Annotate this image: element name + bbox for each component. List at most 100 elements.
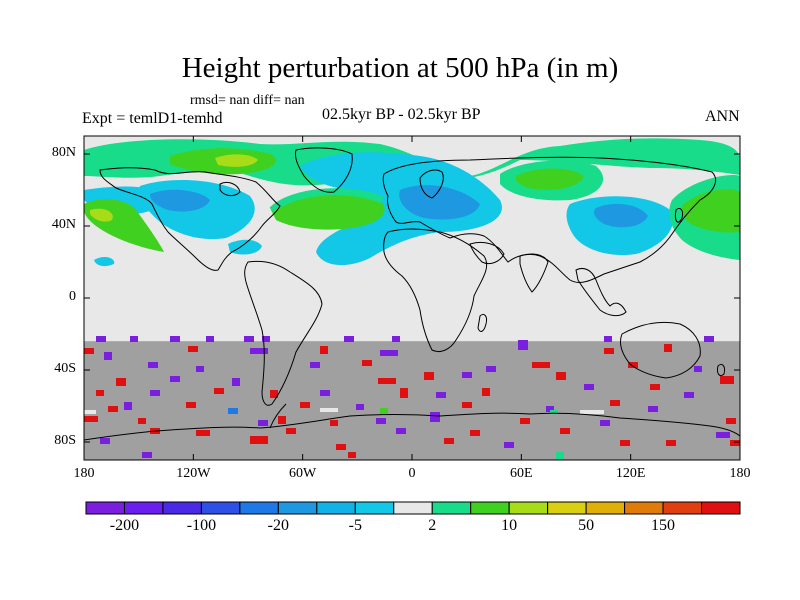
- noise-cell: [486, 366, 496, 372]
- noise-cell: [628, 362, 638, 368]
- noise-cell: [84, 416, 98, 422]
- colorbar-tick-label: 2: [428, 517, 437, 534]
- noise-cell: [150, 390, 160, 396]
- noise-cell: [470, 430, 480, 436]
- lon-tick-label: 120W: [176, 466, 211, 481]
- pacific-olive-core: [90, 208, 113, 222]
- noise-cell: [378, 378, 396, 384]
- colorbar-swatch: [354, 501, 395, 515]
- noise-cell: [560, 428, 570, 434]
- noise-cell: [96, 336, 106, 342]
- noise-cell: [320, 346, 328, 354]
- colorbar-swatch: [470, 501, 510, 515]
- coastline-japan: [675, 207, 683, 223]
- colorbar-tick-label: -20: [267, 517, 289, 534]
- noise-cell: [300, 402, 310, 408]
- noise-cell: [504, 442, 514, 448]
- colorbar-swatch: [393, 501, 433, 515]
- colorbar-swatch: [162, 501, 202, 515]
- north-pacific-positive-core: [681, 189, 740, 233]
- noise-cell: [650, 384, 660, 390]
- noise-cell: [262, 336, 270, 342]
- lat-tick-label: 40N: [51, 217, 76, 232]
- lon-tick-label: 180: [729, 466, 751, 481]
- noise-cell: [228, 408, 238, 414]
- noise-cell: [580, 410, 604, 414]
- noise-cell: [142, 452, 152, 458]
- noise-cell: [604, 348, 614, 354]
- noise-cell: [380, 408, 388, 414]
- coastline-southeast-asia: [575, 267, 627, 317]
- colorbar-tick-label: -100: [186, 517, 217, 534]
- noise-cell: [462, 372, 472, 378]
- colorbar-swatch: [585, 501, 626, 515]
- noise-cell: [356, 404, 364, 410]
- coastline-australia: [619, 321, 701, 379]
- noise-cell: [730, 440, 740, 446]
- colorbar-tick-label: 50: [578, 517, 595, 534]
- noise-cell: [104, 352, 112, 360]
- colorbar-swatch: [701, 501, 741, 515]
- noise-cell: [170, 376, 180, 382]
- noise-cell: [196, 430, 210, 436]
- coastline-new-zealand: [717, 363, 725, 377]
- colorbar-swatch: [277, 501, 318, 515]
- noise-cell: [462, 402, 472, 408]
- noise-cell: [584, 384, 594, 390]
- rmsd-diff-stats: rmsd= nan diff= nan: [190, 93, 305, 108]
- coastline-scandinavia: [419, 169, 444, 199]
- noise-cell: [604, 336, 612, 342]
- noise-cell: [330, 420, 338, 426]
- lon-tick-label: 180: [73, 466, 95, 481]
- noise-cell: [170, 336, 180, 342]
- colorbar: [85, 501, 741, 515]
- noise-cell: [720, 376, 734, 384]
- coastline-india: [519, 253, 549, 293]
- central-america-negative: [228, 239, 262, 255]
- colorbar-swatch: [624, 501, 664, 515]
- noise-cell: [130, 336, 138, 342]
- noise-cell: [716, 432, 730, 438]
- noise-cell: [546, 406, 554, 412]
- noise-cell: [482, 388, 490, 396]
- coastline-north-america: [99, 167, 281, 271]
- coastline-africa: [383, 228, 488, 353]
- colorbar-swatch: [547, 501, 587, 515]
- noise-cell: [610, 400, 620, 406]
- noise-cell: [96, 390, 104, 396]
- siberia-positive-core: [515, 168, 584, 190]
- coastline-madagascar: [477, 313, 487, 332]
- colorbar-tick-label: 10: [501, 517, 518, 534]
- noise-cell: [550, 410, 558, 414]
- noise-cell: [344, 336, 354, 342]
- noise-cell: [206, 336, 214, 342]
- colorbar-tick-label: -200: [109, 517, 140, 534]
- noise-cell: [108, 406, 118, 412]
- canada-olive-core: [215, 154, 258, 167]
- colorbar-swatch: [316, 501, 356, 515]
- noise-cell: [424, 372, 434, 380]
- noise-cell: [320, 390, 330, 396]
- noise-cell: [270, 390, 278, 398]
- lat-tick-label: 80S: [54, 433, 76, 448]
- lat-tick-label: 80N: [51, 145, 76, 160]
- noise-cell: [396, 428, 406, 434]
- colorbar-swatch: [239, 501, 279, 515]
- period-label: 02.5kyr BP - 02.5kyr BP: [322, 106, 481, 123]
- colorbar-swatch: [431, 501, 472, 515]
- atlantic-positive-outline: [269, 188, 384, 213]
- noise-cell: [666, 440, 676, 446]
- anomaly-fields: [84, 138, 740, 267]
- noise-cell: [348, 452, 356, 458]
- coastlines: [84, 147, 740, 441]
- noise-cell: [336, 444, 346, 450]
- noise-cell: [244, 336, 254, 342]
- noise-cell: [278, 416, 286, 424]
- noise-cell: [648, 406, 658, 412]
- noise-cell: [518, 340, 528, 350]
- noise-cell: [430, 412, 440, 422]
- map-title: Height perturbation at 500 hPa (in m): [181, 52, 619, 84]
- colorbar-swatch: [200, 501, 241, 515]
- noise-cell: [620, 440, 630, 446]
- noise-cell: [556, 452, 564, 460]
